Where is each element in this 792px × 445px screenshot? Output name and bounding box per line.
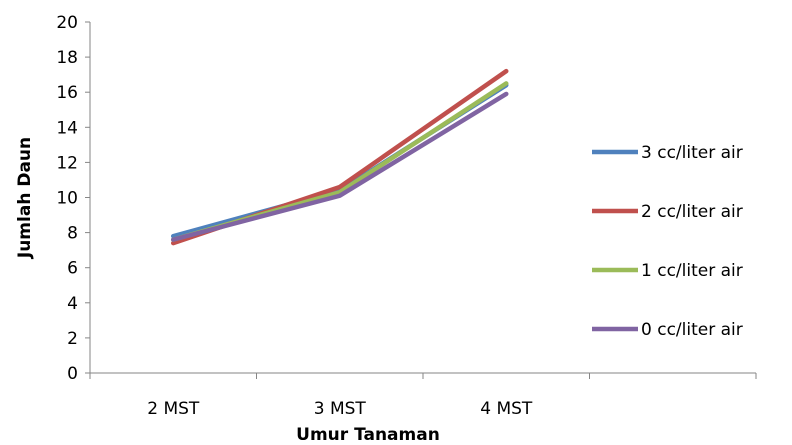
y-tick-label: 0 (67, 364, 78, 384)
x-axis: 2 MST 3 MST 4 MST (89, 372, 757, 419)
y-tick-label: 8 (67, 224, 78, 244)
legend-item: 1 cc/liter air (592, 261, 743, 281)
legend-item: 0 cc/liter air (592, 320, 743, 340)
y-axis: 0 2 4 6 8 10 12 14 16 18 20 (56, 13, 91, 384)
series-line-3 (171, 91, 509, 242)
x-tick-label: 2 MST (147, 399, 200, 419)
legend-item: 3 cc/liter air (592, 143, 743, 163)
legend: 3 cc/liter air 2 cc/liter air 1 cc/liter a… (592, 143, 743, 340)
y-tick-label: 20 (56, 13, 78, 33)
series-line-1 (171, 68, 509, 246)
legend-label: 1 cc/liter air (641, 261, 743, 281)
x-tick-label: 4 MST (480, 399, 533, 419)
y-tick-label: 2 (67, 329, 78, 349)
legend-label: 3 cc/liter air (641, 143, 743, 163)
x-tick-label: 3 MST (314, 399, 367, 419)
legend-label: 2 cc/liter air (641, 202, 743, 222)
y-tick-label: 16 (56, 83, 78, 103)
x-axis-title: Umur Tanaman (296, 425, 440, 445)
y-tick-label: 14 (56, 118, 78, 138)
y-axis-title: Jumlah Daun (15, 137, 35, 259)
y-tick-label: 18 (56, 48, 78, 68)
legend-label: 0 cc/liter air (641, 320, 743, 340)
y-tick-label: 6 (67, 259, 78, 279)
series-lines (171, 68, 509, 246)
legend-item: 2 cc/liter air (592, 202, 743, 222)
y-tick-label: 12 (56, 153, 78, 173)
y-tick-label: 4 (67, 294, 78, 314)
y-tick-label: 10 (56, 189, 78, 209)
